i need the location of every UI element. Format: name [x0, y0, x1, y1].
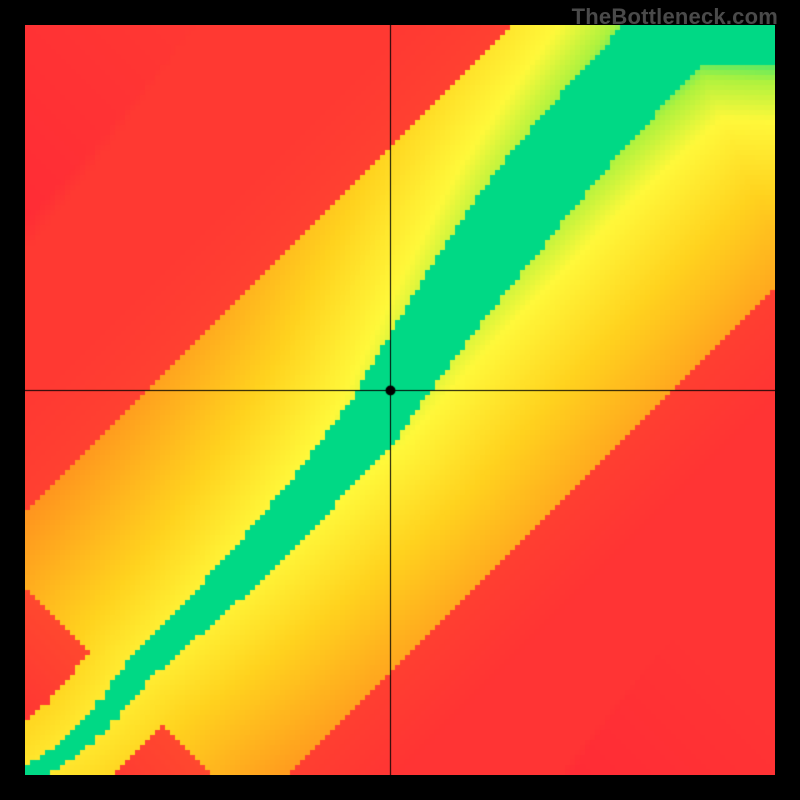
watermark-text: TheBottleneck.com	[572, 4, 778, 30]
bottleneck-heatmap	[25, 25, 775, 775]
chart-frame: TheBottleneck.com	[0, 0, 800, 800]
